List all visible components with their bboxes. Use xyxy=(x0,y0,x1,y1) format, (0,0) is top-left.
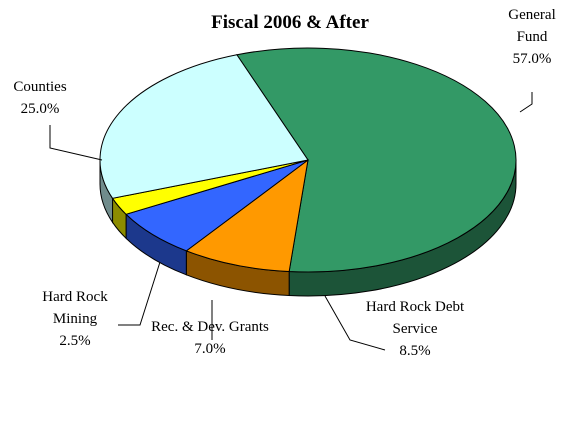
slice-label: Counties 25.0% xyxy=(0,76,80,120)
leader-line xyxy=(324,295,386,351)
leader-line xyxy=(118,261,161,326)
slice-value: 25.0% xyxy=(20,101,60,117)
pie-slice xyxy=(99,54,309,199)
slice-value: 2.5% xyxy=(59,333,91,349)
slice-name: Hard Rock Debt Service xyxy=(365,299,465,337)
leader-line xyxy=(49,125,103,161)
pie-sides xyxy=(99,159,517,297)
slice-label: General Fund 57.0% xyxy=(492,4,566,70)
slice-name: Counties xyxy=(13,79,67,95)
slice-value: 7.0% xyxy=(194,341,226,357)
slice-value: 57.0% xyxy=(512,51,552,67)
pie-tops xyxy=(99,47,517,273)
slice-name: Rec. & Dev. Grants xyxy=(151,319,269,335)
slice-label: Hard Rock Debt Service 8.5% xyxy=(360,296,470,362)
slice-label: Rec. & Dev. Grants 7.0% xyxy=(150,316,270,360)
slice-name: General Fund xyxy=(508,7,556,45)
slice-value: 8.5% xyxy=(399,343,431,359)
slice-name: Hard Rock Mining xyxy=(42,289,108,327)
slice-label: Hard Rock Mining 2.5% xyxy=(20,286,130,352)
pie-slice xyxy=(236,47,517,273)
leader-line xyxy=(519,92,533,113)
chart-title: Fiscal 2006 & After xyxy=(211,12,369,33)
pie-slice xyxy=(185,158,309,273)
